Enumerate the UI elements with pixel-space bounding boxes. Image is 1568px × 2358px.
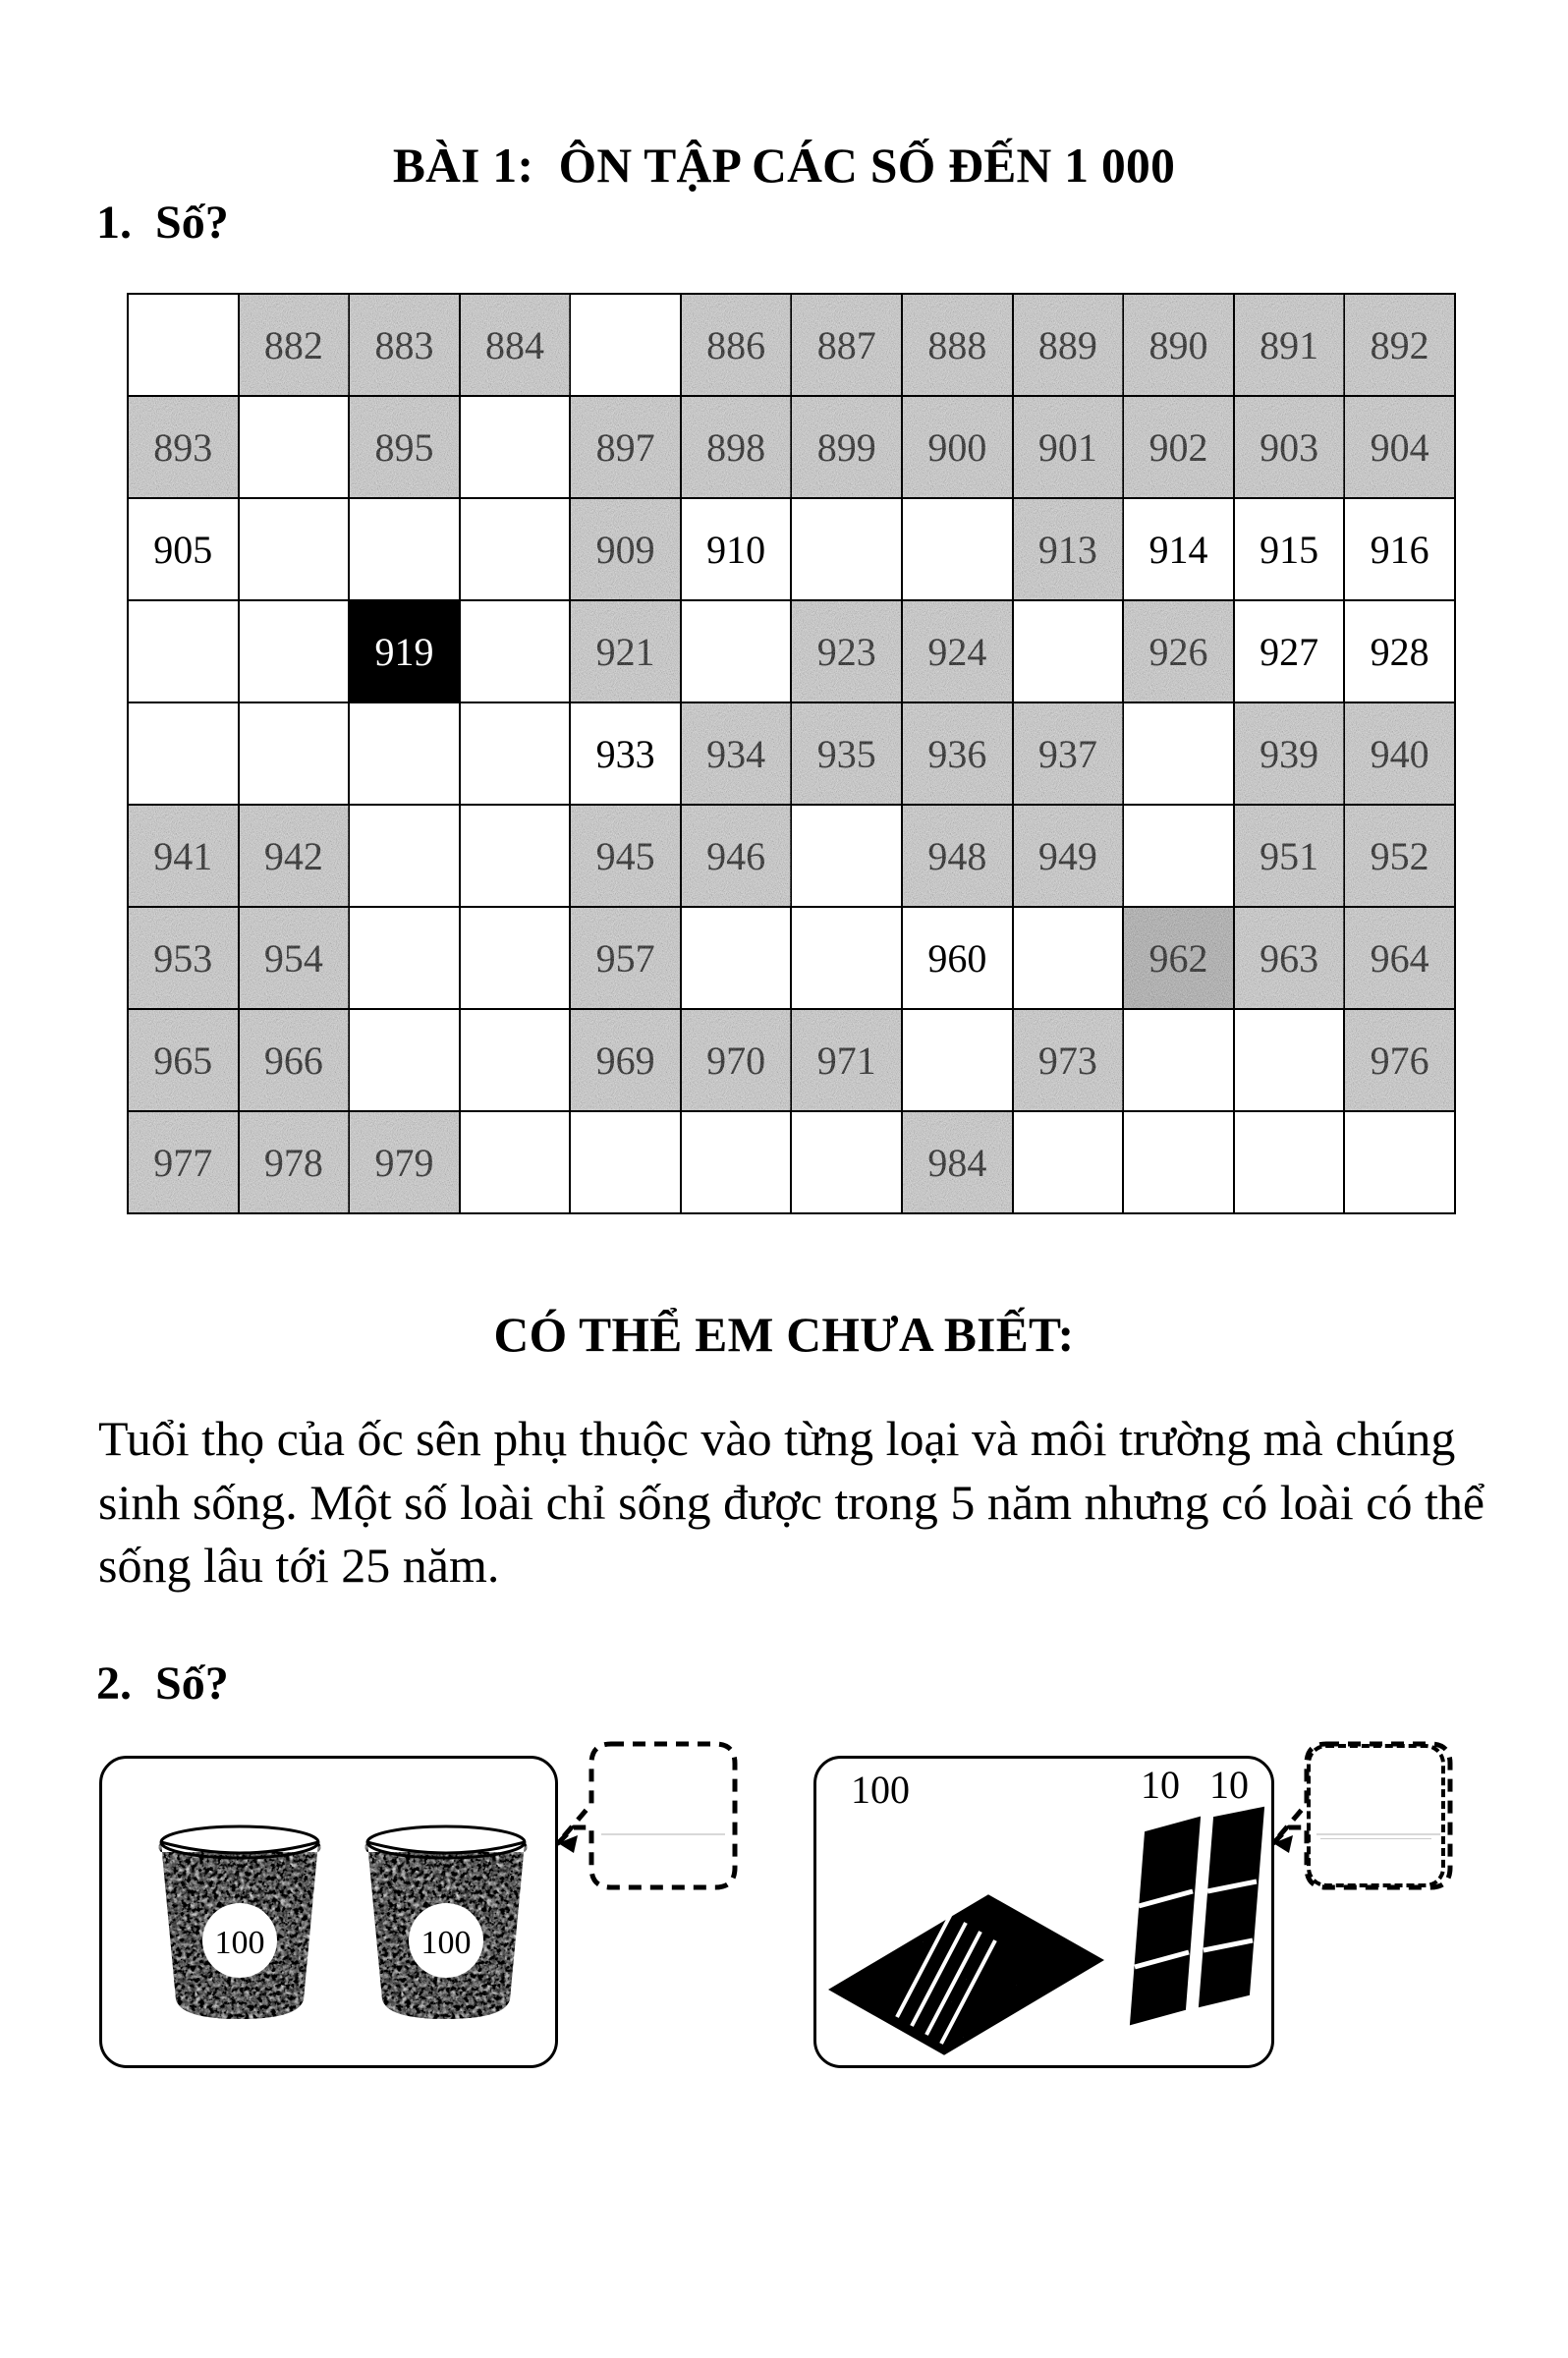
svg-text:100: 100 <box>215 1925 265 1961</box>
svg-text:10: 10 <box>1141 1763 1180 1807</box>
svg-text:10: 10 <box>1209 1763 1249 1807</box>
svg-text:100: 100 <box>421 1925 472 1961</box>
svg-text:100: 100 <box>851 1768 910 1812</box>
